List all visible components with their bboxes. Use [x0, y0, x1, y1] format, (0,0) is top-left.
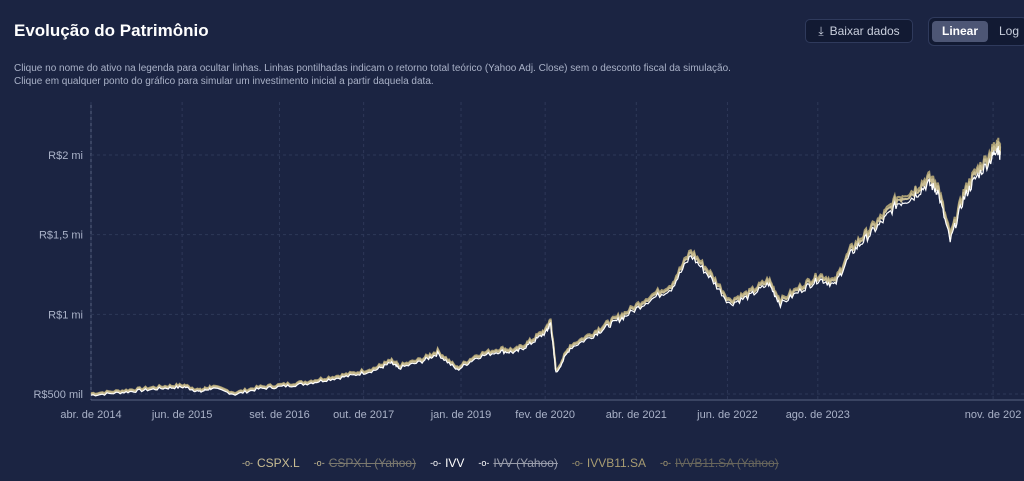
x-tick-label: fev. de 2020 [515, 409, 575, 421]
x-tick-label: abr. de 2021 [606, 409, 667, 421]
scale-log-button[interactable]: Log [999, 24, 1020, 38]
series-line-ivv[interactable] [90, 146, 1001, 397]
download-label: Baixar dados [829, 24, 900, 38]
scale-toggle: Linear Log [928, 17, 1024, 46]
legend-label: CSPX.L (Yahoo) [328, 456, 417, 470]
help-line-2: Clique em qualquer ponto do gráfico para… [14, 76, 434, 87]
legend-marker-icon: -o- [242, 458, 253, 468]
legend-marker-icon: -o- [478, 458, 490, 468]
scale-linear-button[interactable]: Linear [932, 21, 989, 42]
x-tick-label: jan. de 2019 [430, 409, 492, 421]
chart-help-text: Clique no nome do ativo na legenda para … [14, 62, 731, 88]
y-tick-label: R$1 mi [48, 309, 83, 321]
legend-marker-icon: -o- [313, 458, 325, 468]
x-tick-label: set. de 2016 [249, 409, 310, 421]
legend-label: IVV [445, 456, 465, 470]
legend-marker-icon: -o- [430, 458, 442, 468]
legend-label: CSPX.L [257, 456, 300, 470]
x-tick-label: nov. de 202 [965, 409, 1022, 421]
download-button[interactable]: ⤓ Baixar dados [805, 19, 913, 43]
legend-label: IVVB11.SA [586, 456, 647, 470]
legend: -o- CSPX.L -o- CSPX.L (Yahoo) -o- IVV -o- IVV (… [242, 456, 779, 470]
download-icon: ⤓ [818, 23, 824, 38]
legend-label: IVVB11.SA (Yahoo) [675, 456, 779, 470]
legend-item[interactable]: -o- IVVB11.SA [572, 456, 646, 470]
x-tick-label: ago. de 2023 [786, 409, 850, 421]
y-tick-label: R$500 mil [33, 389, 83, 401]
legend-item[interactable]: -o- IVV [430, 456, 464, 470]
legend-marker-icon: -o- [571, 458, 583, 468]
page-title: Evolução do Patrimônio [14, 21, 209, 40]
legend-item[interactable]: -o- CSPX.L (Yahoo) [314, 456, 416, 470]
y-tick-label: R$1,5 mi [39, 230, 83, 242]
help-line-1: Clique no nome do ativo na legenda para … [14, 63, 731, 74]
y-tick-label: R$2 mi [48, 150, 83, 162]
x-tick-label: out. de 2017 [333, 409, 394, 421]
legend-item[interactable]: -o- IVVB11.SA (Yahoo) [660, 456, 779, 470]
legend-item[interactable]: -o- IVV (Yahoo) [478, 456, 557, 470]
x-tick-label: jun. de 2022 [696, 409, 758, 421]
x-tick-label: abr. de 2014 [60, 409, 121, 421]
legend-item[interactable]: -o- CSPX.L [242, 456, 300, 470]
series-line-cspx-l[interactable] [90, 141, 1002, 396]
legend-label: IVV (Yahoo) [493, 456, 558, 470]
x-tick-label: jun. de 2015 [151, 409, 213, 421]
legend-marker-icon: -o- [660, 458, 672, 468]
